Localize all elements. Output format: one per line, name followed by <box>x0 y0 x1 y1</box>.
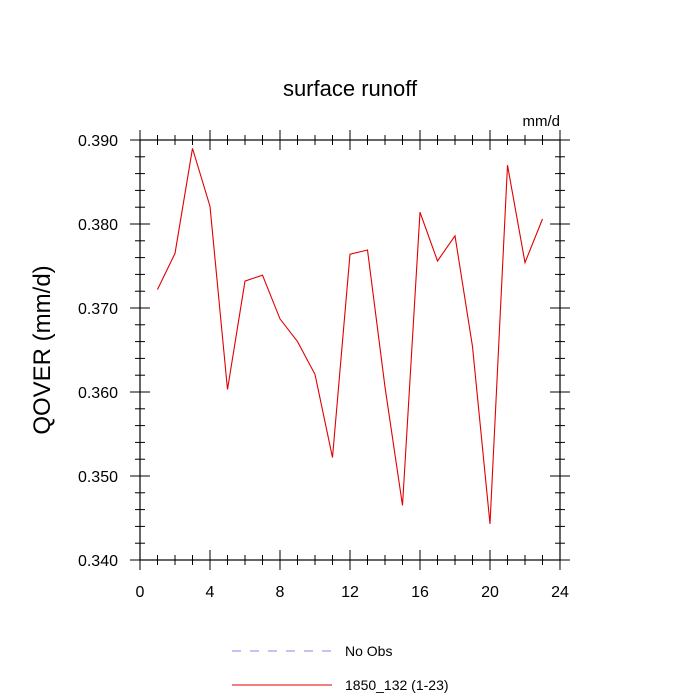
legend-label-series: 1850_132 (1-23) <box>345 677 449 693</box>
x-tick-label: 8 <box>276 584 285 601</box>
y-tick-label: 0.340 <box>78 553 118 570</box>
y-tick-label: 0.350 <box>78 469 118 486</box>
x-tick-label: 4 <box>206 584 215 601</box>
y-tick-label: 0.360 <box>78 385 118 402</box>
units-label: mm/d <box>523 113 561 130</box>
x-tick-label: 12 <box>341 584 359 601</box>
axis-tick-labels: 0 4 8 12 16 20 24 0.340 0.350 0.360 0.370 0.380 0.39… <box>78 133 569 601</box>
x-tick-label: 16 <box>411 584 429 601</box>
y-tick-label: 0.370 <box>78 301 118 318</box>
x-tick-label: 20 <box>481 584 499 601</box>
x-tick-label: 24 <box>551 584 569 601</box>
plot-frame <box>139 139 561 561</box>
series-layer <box>157 148 544 524</box>
legend: No Obs 1850_132 (1-23) <box>232 643 449 693</box>
axis-ticks <box>130 130 570 570</box>
y-axis-label: QOVER (mm/d) <box>29 265 56 434</box>
series-line <box>157 148 544 524</box>
chart-title: surface runoff <box>283 76 418 101</box>
y-tick-label: 0.380 <box>78 217 118 234</box>
x-tick-label: 0 <box>136 584 145 601</box>
y-tick-label: 0.390 <box>78 133 118 150</box>
legend-label-no-obs: No Obs <box>345 643 392 659</box>
